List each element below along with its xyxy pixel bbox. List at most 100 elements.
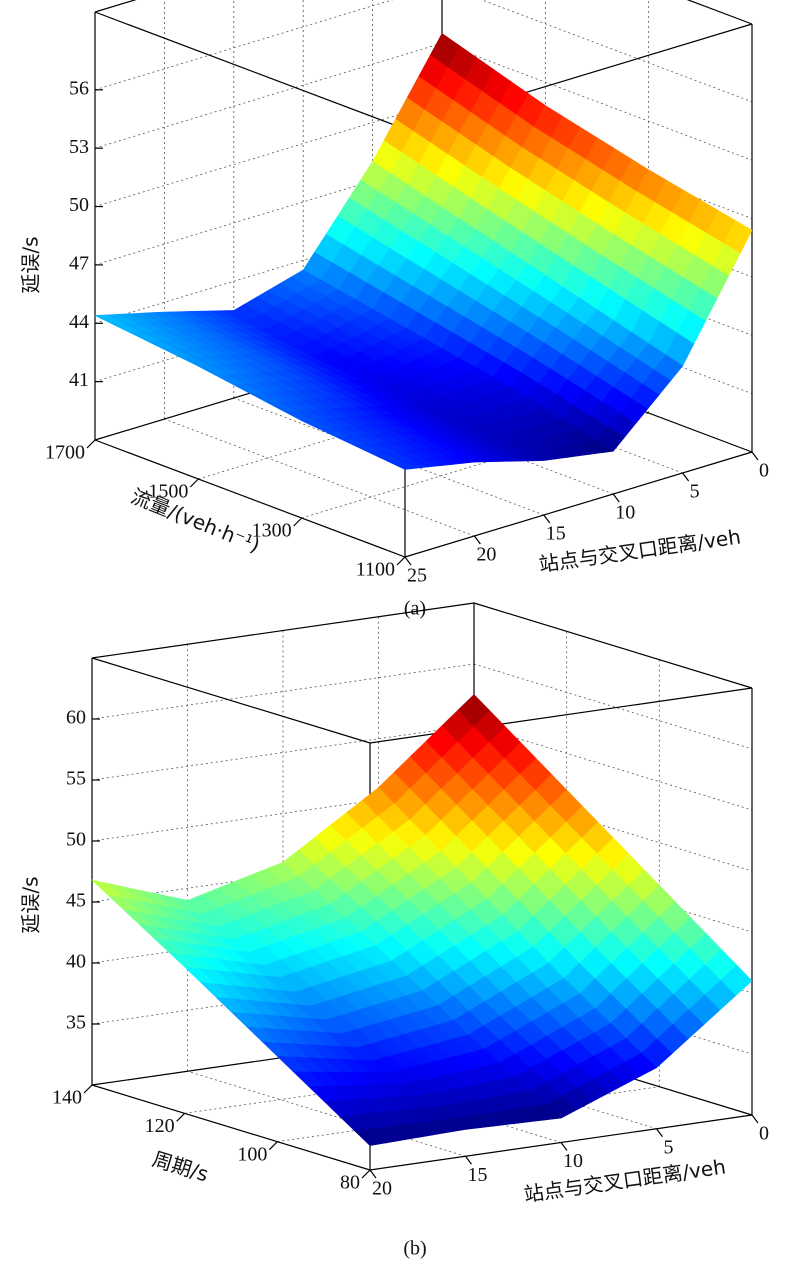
- y-tick-label: 120: [145, 1115, 175, 1137]
- surface-patch: [451, 1034, 485, 1053]
- x-tick-label: 10: [563, 1150, 583, 1172]
- x-tick-label: 15: [468, 1164, 488, 1186]
- z-axis-label: 延误/s: [19, 236, 43, 293]
- caption: (b): [403, 1238, 426, 1260]
- z-axis-label: 延误/s: [19, 876, 43, 933]
- tick-mark: [369, 1169, 377, 1179]
- z-tick-label: 53: [69, 136, 89, 158]
- grid-line: [441, 42, 753, 161]
- axis-box: [94, 0, 137, 13]
- y-tick-label: 140: [52, 1087, 82, 1109]
- surface-patch: [428, 413, 458, 423]
- surface-patch: [359, 945, 392, 966]
- tick-mark: [86, 439, 96, 449]
- x-tick-label: 0: [759, 460, 769, 482]
- surface-patch: [171, 896, 204, 914]
- tick-mark: [543, 514, 551, 524]
- grid-line: [91, 724, 475, 781]
- y-tick-label: 1500: [148, 481, 188, 503]
- y-tick-label: 1300: [252, 520, 292, 542]
- tick-mark: [560, 1142, 568, 1151]
- z-tick-label: 45: [66, 890, 86, 912]
- surface-patch: [394, 328, 425, 345]
- y-tick-label: 1700: [45, 442, 85, 464]
- axis-box: [404, 451, 753, 558]
- tick-mark: [656, 1128, 663, 1138]
- axis-box: [94, 439, 406, 558]
- x-axis-label: 站点与交叉口距离/veh: [537, 524, 742, 576]
- surface-patch: [430, 33, 460, 68]
- x-tick-label: 0: [759, 1123, 769, 1145]
- caption: (a): [404, 598, 426, 620]
- tick-mark: [751, 451, 759, 461]
- surface-patch: [222, 310, 252, 320]
- tick-mark: [682, 472, 690, 482]
- tick-mark: [612, 493, 620, 503]
- surface-patch: [291, 269, 322, 287]
- x-tick-label: 5: [664, 1136, 674, 1158]
- surface-patch: [636, 169, 667, 202]
- tick-mark: [465, 1155, 472, 1165]
- grid-line: [473, 724, 753, 811]
- x-tick-label: 15: [546, 523, 566, 545]
- tick-mark: [361, 1169, 371, 1179]
- surface-patch: [255, 360, 287, 372]
- x-tick-label: 25: [407, 565, 427, 587]
- grid-line: [473, 785, 753, 872]
- grid-line: [94, 42, 443, 149]
- surface-patch: [358, 414, 390, 425]
- tick-mark: [176, 1112, 186, 1122]
- y-tick-label: 1100: [356, 559, 395, 581]
- z-tick-label: 41: [69, 369, 89, 391]
- x-tick-label: 10: [615, 502, 635, 524]
- axis-box: [94, 11, 406, 130]
- surface-patch: [642, 884, 676, 918]
- tick-mark: [189, 478, 199, 488]
- z-tick-label: 55: [66, 768, 86, 790]
- surface-patch: [533, 105, 563, 138]
- grid-line: [94, 101, 443, 207]
- z-tick-label: 44: [69, 311, 89, 333]
- surface-patch: [457, 694, 490, 727]
- axis-box: [369, 687, 753, 744]
- z-tick-label: 56: [69, 77, 89, 99]
- surface-patch: [454, 882, 488, 910]
- tick-mark: [268, 1141, 278, 1151]
- tick-mark: [404, 556, 412, 566]
- axis-box: [686, 0, 753, 25]
- axis-box: [91, 657, 371, 744]
- surface-patch: [266, 861, 300, 883]
- z-tick-label: 40: [66, 951, 86, 973]
- surface-patch: [463, 229, 494, 258]
- tick-mark: [293, 517, 303, 527]
- x-axis-label: 站点与交叉口距离/veh: [522, 1154, 727, 1206]
- tick-mark: [83, 1084, 93, 1094]
- y-tick-label: 80: [340, 1172, 360, 1194]
- grid-line: [91, 663, 475, 720]
- z-tick-label: 60: [66, 707, 86, 729]
- x-tick-label: 20: [476, 544, 496, 566]
- y-tick-label: 100: [237, 1143, 267, 1165]
- y-axis-label: 流量/(veh·h⁻¹): [128, 484, 264, 557]
- z-tick-label: 50: [69, 194, 89, 216]
- grid-line: [473, 663, 753, 750]
- x-tick-label: 20: [372, 1178, 392, 1200]
- grid-line: [94, 0, 394, 91]
- axis-box: [473, 602, 753, 689]
- grid-line: [301, 412, 649, 519]
- surface-patch: [547, 978, 580, 1003]
- surface-patch: [567, 297, 597, 325]
- z-tick-label: 35: [66, 1012, 86, 1034]
- surface-patch: [550, 789, 583, 822]
- surface-patch: [152, 311, 182, 322]
- surface-patch: [362, 787, 395, 816]
- surface: [93, 33, 753, 470]
- tick-mark: [396, 556, 406, 566]
- tick-mark: [751, 1114, 759, 1124]
- axis-box: [91, 602, 475, 659]
- tick-mark: [473, 535, 481, 545]
- surface-patch: [263, 975, 297, 992]
- y-axis-label: 周期/s: [150, 1147, 212, 1187]
- grid-line: [94, 217, 443, 324]
